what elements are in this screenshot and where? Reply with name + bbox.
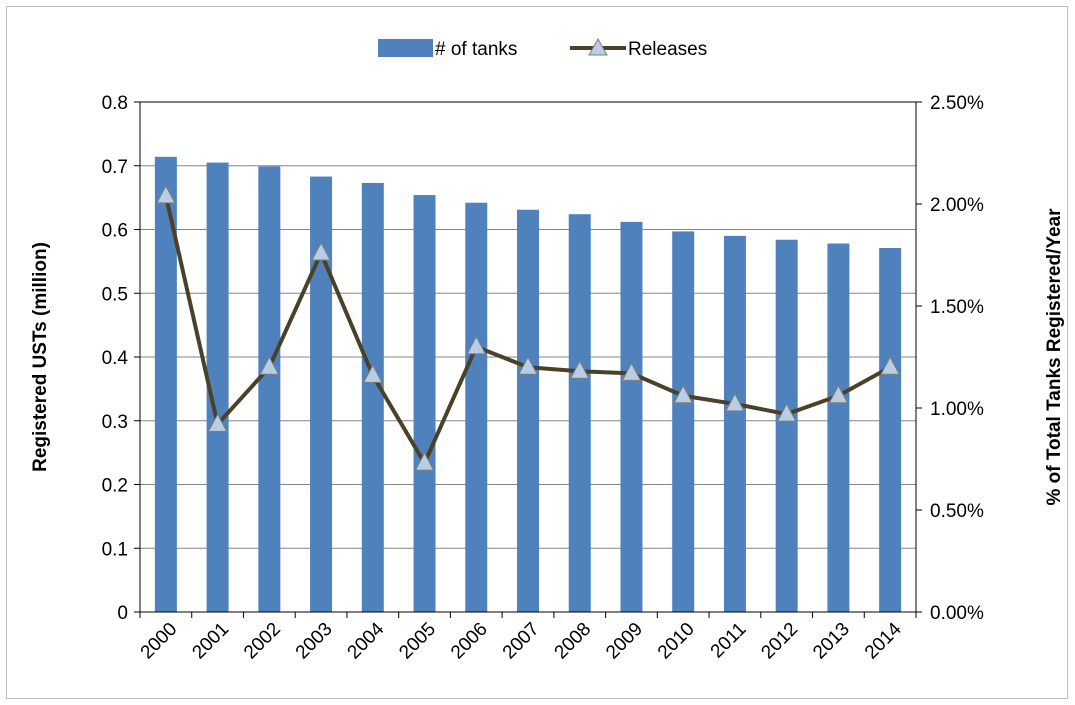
y-axis-title: Registered USTs (million)	[30, 242, 51, 472]
x-tick-label: 2014	[861, 618, 906, 663]
bar	[775, 239, 798, 612]
bar	[568, 214, 591, 612]
releases-marker	[362, 364, 383, 383]
releases-marker	[466, 335, 487, 355]
releases-marker	[880, 356, 900, 375]
releases-marker	[621, 362, 642, 381]
bar	[310, 176, 333, 612]
x-tick-label: 2003	[292, 619, 337, 664]
legend-bar-swatch	[378, 39, 433, 57]
x-tick-label: 2013	[809, 619, 854, 664]
releases-marker	[518, 356, 538, 375]
bars-series	[154, 156, 902, 613]
x-tick-label: 2009	[602, 619, 647, 664]
y2-tick-label: 0.50%	[930, 501, 984, 522]
y2-tick-label: 2.00%	[930, 195, 984, 216]
y2-tick-label: 1.00%	[930, 399, 984, 420]
y-tick-label: 0.5	[102, 284, 128, 305]
bar	[206, 162, 229, 612]
x-tick-label: 2012	[757, 619, 802, 664]
y2-tick-label: 2.50%	[930, 93, 984, 114]
y2-tick-label: 1.50%	[930, 297, 984, 318]
x-tick-label: 2006	[447, 619, 492, 664]
y-tick-label: 0.4	[102, 348, 129, 369]
releases-marker	[569, 360, 590, 379]
y-tick-label: 0.2	[102, 476, 128, 497]
y-tick-label: 0.3	[102, 412, 128, 433]
bar	[723, 235, 746, 612]
y-tick-label: 0.1	[102, 539, 128, 560]
releases-marker	[776, 403, 797, 422]
releases-marker	[673, 384, 694, 404]
bar	[879, 247, 902, 613]
releases-marker	[414, 452, 435, 471]
y2-axis-title: % of Total Tanks Registered/Year	[1044, 208, 1065, 506]
releases-series	[156, 184, 900, 471]
legend: # of tanks Releases	[378, 37, 707, 60]
bar	[258, 166, 281, 612]
bar	[413, 195, 436, 612]
releases-marker	[725, 392, 745, 412]
releases-marker	[259, 356, 280, 375]
releases-marker	[311, 241, 331, 261]
y-tick-label: 0.6	[102, 221, 128, 242]
x-tick-label: 2002	[240, 619, 285, 664]
x-tick-label: 2000	[137, 619, 182, 664]
x-tick-label: 2001	[188, 619, 233, 664]
tick-labels: 0 0.1 0.2 0.3 0.4 0.5 0.6 0.7 0.8 0.00% 0.50% 1.00%…	[102, 93, 984, 663]
releases-marker	[207, 413, 228, 432]
bar	[154, 156, 177, 612]
bar	[465, 202, 488, 612]
legend-line-label: Releases	[628, 39, 707, 60]
bar	[517, 209, 539, 613]
x-tick-label: 2011	[707, 619, 751, 663]
axes	[134, 101, 922, 618]
y-tick-label: 0.7	[102, 157, 128, 178]
y2-tick-label: 0.00%	[930, 603, 984, 624]
x-tick-label: 2007	[499, 619, 544, 664]
releases-marker	[828, 384, 849, 404]
bar	[361, 182, 384, 612]
releases-marker	[156, 184, 176, 204]
x-tick-label: 2010	[654, 619, 699, 664]
y-tick-label: 0.8	[102, 93, 128, 114]
y-tick-label: 0	[117, 603, 128, 624]
legend-line-marker	[588, 37, 608, 56]
x-tick-label: 2008	[551, 619, 596, 664]
bar	[672, 231, 695, 612]
bar	[620, 221, 643, 612]
legend-bar-label: # of tanks	[435, 39, 517, 60]
bar	[827, 243, 850, 612]
x-tick-label: 2005	[395, 619, 440, 664]
x-tick-label: 2004	[344, 618, 389, 663]
